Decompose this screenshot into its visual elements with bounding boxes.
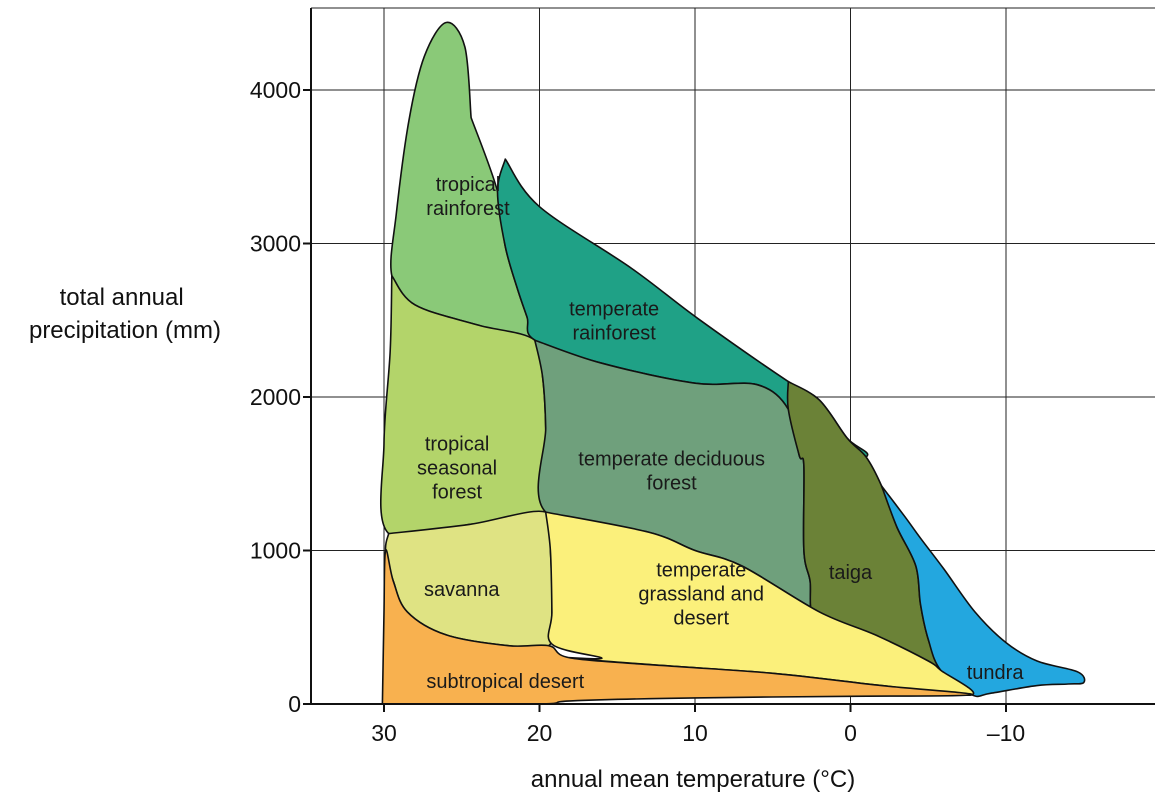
x-tick-label-30: 30 <box>371 720 397 746</box>
label-savanna: savanna <box>424 579 500 601</box>
y-tick-label-2000: 2000 <box>250 384 301 410</box>
label-tropical-seasonal-forest-line-2: seasonal <box>417 458 497 480</box>
label-taiga: taiga <box>829 562 873 584</box>
label-savanna-line-1: savanna <box>424 579 500 601</box>
x-tick-label--10: –10 <box>987 720 1025 746</box>
label-tropical-seasonal-forest-line-3: forest <box>432 482 482 504</box>
label-subtropical-desert: subtropical desert <box>426 671 584 693</box>
label-temperate-rainforest-line-2: rainforest <box>572 322 656 344</box>
label-temperate-grassland-desert-line-3: desert <box>673 607 729 629</box>
label-temperate-rainforest: temperate rainforest <box>569 298 659 344</box>
region-subtropical-desert <box>381 549 973 706</box>
label-tropical-rainforest-line-2: rainforest <box>426 198 510 220</box>
label-temperate-grassland-desert-line-1: temperate <box>656 559 746 581</box>
x-tick-label-10: 10 <box>682 720 708 746</box>
label-tropical-rainforest: tropical rainforest <box>426 174 510 220</box>
label-tundra: tundra <box>967 662 1025 684</box>
y-axis-label-line-1: total annual <box>60 284 184 311</box>
region-tundra <box>880 485 1086 698</box>
label-tropical-rainforest-line-1: tropical <box>436 174 500 196</box>
label-temperate-deciduous-forest: temperate deciduous forest <box>578 449 765 495</box>
label-tropical-seasonal-forest: tropical seasonal forest <box>417 434 497 504</box>
biome-regions <box>379 21 1086 706</box>
label-tropical-seasonal-forest-line-1: tropical <box>425 434 489 456</box>
y-tick-label-0: 0 <box>288 691 301 717</box>
label-temperate-grassland-desert: temperate grassland and desert <box>638 559 764 629</box>
y-tick-label-1000: 1000 <box>250 538 301 564</box>
ticks: 30 20 10 0 –10 0 1000 2000 3000 4000 <box>250 77 1025 746</box>
y-tick-label-4000: 4000 <box>250 77 301 103</box>
x-tick-label-0: 0 <box>844 720 857 746</box>
label-temperate-rainforest-line-1: temperate <box>569 298 659 320</box>
y-tick-label-3000: 3000 <box>250 231 301 257</box>
y-axis-label-line-2: precipitation (mm) <box>29 317 221 344</box>
label-tundra-line-1: tundra <box>967 662 1025 684</box>
axes <box>310 8 1155 705</box>
x-tick-label-20: 20 <box>527 720 553 746</box>
label-temperate-deciduous-forest-line-1: temperate deciduous <box>578 449 765 471</box>
y-axis-label: total annual precipitation (mm) <box>29 284 221 344</box>
x-axis-label: annual mean temperature (°C) <box>531 766 855 793</box>
label-subtropical-desert-line-1: subtropical desert <box>426 671 584 693</box>
label-taiga-line-1: taiga <box>829 562 873 584</box>
label-temperate-grassland-desert-line-2: grassland and <box>638 583 764 605</box>
label-temperate-deciduous-forest-line-2: forest <box>647 473 697 495</box>
